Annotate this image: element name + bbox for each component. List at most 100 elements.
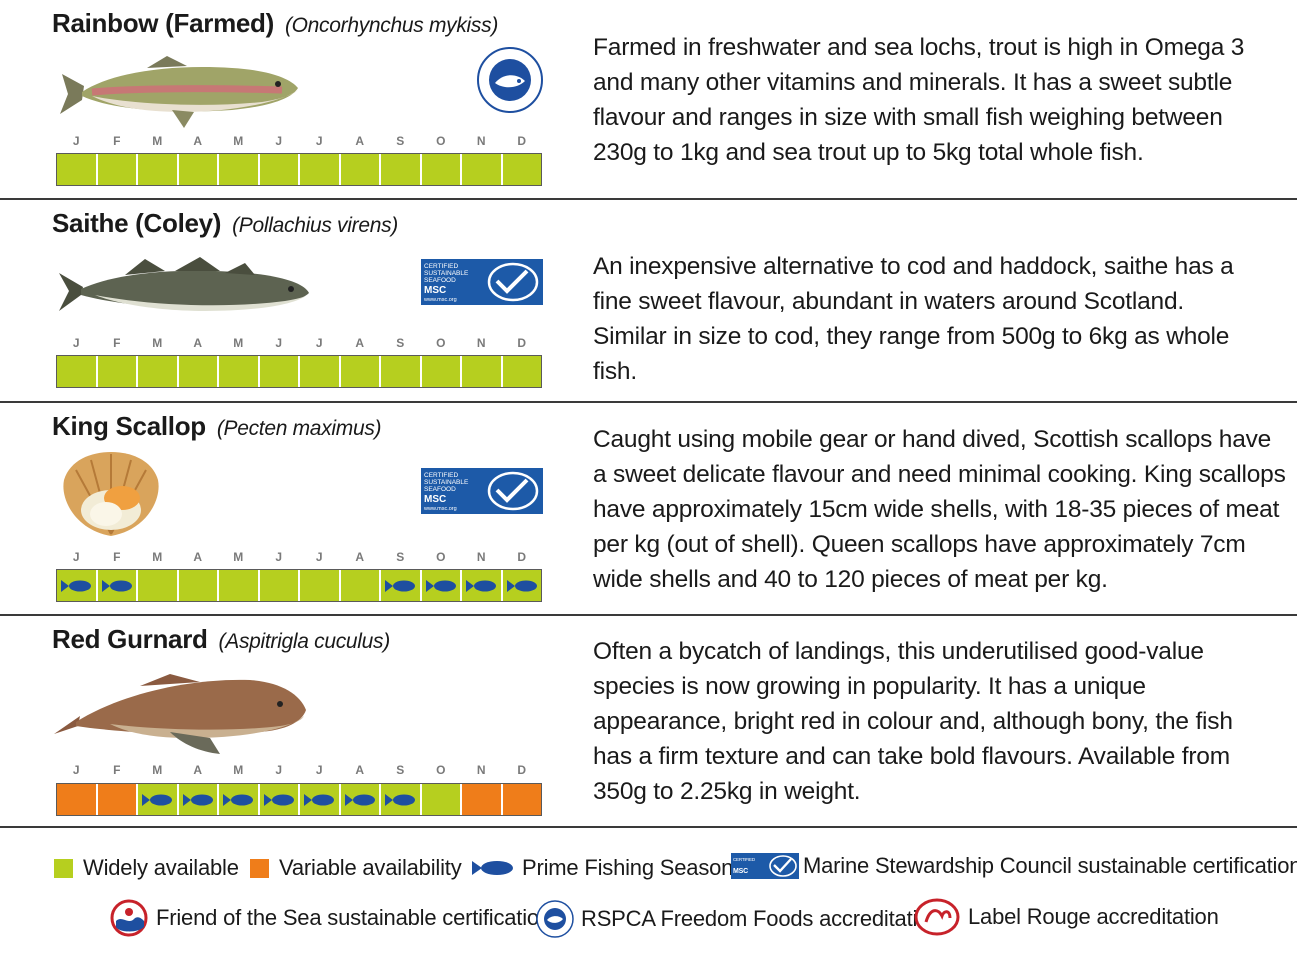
- species-name: Rainbow (Farmed): [52, 8, 274, 38]
- prime-season-fish-icon: [142, 793, 173, 806]
- species-description: Farmed in freshwater and sea lochs, trou…: [593, 34, 1245, 166]
- calendar-cell-j-7: [300, 356, 341, 387]
- species-name: Red Gurnard: [52, 624, 208, 654]
- legend-variable-availability: Variable availability: [250, 855, 462, 881]
- msc-logo-text: CERTIFIED: [424, 263, 458, 270]
- calendar-cell-o-10: [421, 356, 462, 387]
- availability-calendar: [56, 783, 542, 816]
- calendar-cell-m-5: [219, 784, 260, 815]
- calendar-cell-m-3: [138, 570, 179, 601]
- calendar-cell-m-5: [219, 570, 260, 601]
- availability-calendar: [56, 569, 542, 602]
- calendar-cell-j-6: [259, 154, 300, 185]
- prime-season-fish-icon: [182, 793, 213, 806]
- calendar-cell-n-11: [462, 154, 503, 185]
- calendar-cell-f-2: [97, 570, 138, 601]
- calendar-cell-j-6: [259, 570, 300, 601]
- svg-text:SEAFOOD: SEAFOOD: [424, 277, 456, 284]
- calendar-cell-d-12: [502, 784, 541, 815]
- rainbow-trout-illustration: [60, 56, 298, 128]
- calendar-cell-f-2: [97, 356, 138, 387]
- scallop-illustration: [63, 452, 159, 536]
- calendar-cell-a-4: [178, 154, 219, 185]
- legend-msc: CERTIFIED MSC Marine Stewardship Council…: [731, 853, 1297, 879]
- calendar-cell-s-9: [381, 784, 422, 815]
- calendar-cell-n-11: [462, 570, 503, 601]
- calendar-cell-a-8: [340, 154, 381, 185]
- label-rouge-icon: [914, 898, 960, 936]
- calendar-cell-s-9: [381, 154, 422, 185]
- red-gurnard-illustration: [54, 674, 306, 754]
- availability-calendar: [56, 153, 542, 186]
- calendar-cell-j-6: [259, 784, 300, 815]
- species-name: Saithe (Coley): [52, 208, 222, 238]
- legend-label: Variable availability: [279, 855, 462, 880]
- species-name: King Scallop: [52, 411, 206, 441]
- svg-text:www.msc.org: www.msc.org: [423, 506, 457, 512]
- section-divider: [0, 401, 1297, 403]
- prime-season-fish-icon: [263, 793, 294, 806]
- prime-season-fish-icon: [506, 579, 537, 592]
- rspca-freedom-food-icon: [536, 900, 574, 938]
- calendar-cell-d-12: [502, 570, 541, 601]
- species-title-red-gurnard: Red Gurnard (Aspitrigla cuculus): [52, 624, 390, 655]
- calendar-cell-d-12: [502, 356, 541, 387]
- species-title-saithe: Saithe (Coley) (Pollachius virens): [52, 208, 398, 239]
- calendar-cell-o-10: [421, 784, 462, 815]
- prime-season-fish-icon: [61, 579, 92, 592]
- prime-season-fish-icon: [344, 793, 375, 806]
- calendar-cell-j-6: [259, 356, 300, 387]
- calendar-cell-f-2: [97, 784, 138, 815]
- svg-text:MSC: MSC: [424, 285, 446, 296]
- calendar-cell-j-1: [57, 784, 98, 815]
- species-title-king-scallop: King Scallop (Pecten maximus): [52, 411, 382, 442]
- calendar-cell-d-12: [502, 154, 541, 185]
- rspca-freedom-food-logo: [475, 45, 545, 120]
- calendar-cell-j-1: [57, 570, 98, 601]
- calendar-cell-f-2: [97, 154, 138, 185]
- calendar-cell-m-5: [219, 356, 260, 387]
- species-latin-name: (Oncorhynchus mykiss): [284, 14, 499, 37]
- svg-text:SUSTAINABLE: SUSTAINABLE: [424, 270, 469, 277]
- legend-label: Friend of the Sea sustainable certificat…: [156, 905, 551, 930]
- legend-label: Widely available: [83, 855, 239, 880]
- calendar-cell-n-11: [462, 784, 503, 815]
- prime-season-fish-icon: [466, 579, 497, 592]
- section-divider: [0, 826, 1297, 828]
- species-latin-name: (Aspitrigla cuculus): [218, 630, 391, 653]
- section-divider: [0, 614, 1297, 616]
- msc-logo-icon: CERTIFIED MSC: [731, 853, 799, 879]
- calendar-cell-j-7: [300, 570, 341, 601]
- legend-widely-available: Widely available: [54, 855, 239, 881]
- calendar-cell-m-3: [138, 784, 179, 815]
- calendar-cell-s-9: [381, 570, 422, 601]
- availability-calendar: [56, 355, 542, 388]
- section-divider: [0, 198, 1297, 200]
- prime-season-fish-icon: [425, 579, 456, 592]
- svg-text:CERTIFIED: CERTIFIED: [424, 472, 458, 479]
- legend-friend-of-the-sea: Friend of the Sea sustainable certificat…: [110, 899, 551, 937]
- calendar-cell-j-1: [57, 154, 98, 185]
- svg-text:MSC: MSC: [424, 494, 446, 505]
- prime-season-fish-icon: [223, 793, 254, 806]
- msc-logo: CERTIFIED SUSTAINABLE SEAFOOD MSC www.ms…: [421, 468, 543, 519]
- calendar-cell-a-4: [178, 784, 219, 815]
- legend-prime-fishing-season: Prime Fishing Season: [470, 855, 733, 881]
- prime-season-fish-icon: [101, 579, 132, 592]
- calendar-cell-n-11: [462, 356, 503, 387]
- calendar-cell-a-8: [340, 784, 381, 815]
- calendar-cell-m-3: [138, 356, 179, 387]
- calendar-cell-s-9: [381, 356, 422, 387]
- svg-text:CERTIFIED: CERTIFIED: [733, 857, 756, 862]
- prime-season-fish-icon: [385, 793, 416, 806]
- fish-icon: [472, 861, 513, 875]
- legend-label-rouge: Label Rouge accreditation: [914, 898, 1219, 936]
- calendar-cell-a-4: [178, 570, 219, 601]
- calendar-cell-a-8: [340, 570, 381, 601]
- calendar-cell-j-7: [300, 784, 341, 815]
- legend-rspca: RSPCA Freedom Foods accreditation: [535, 899, 941, 939]
